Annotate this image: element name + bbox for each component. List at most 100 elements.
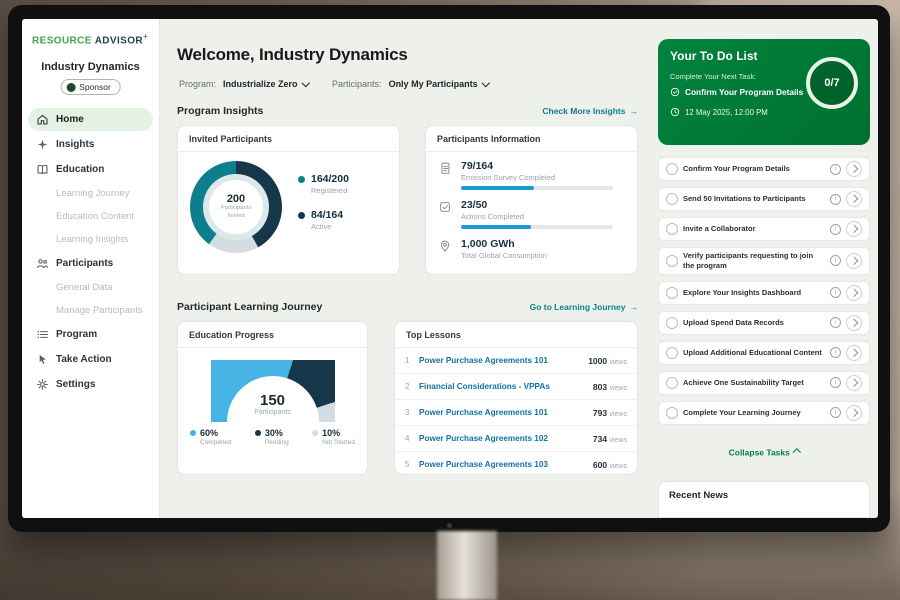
gear-icon — [36, 378, 49, 391]
chevron-right-icon[interactable] — [846, 344, 862, 361]
checkbox-icon[interactable] — [666, 163, 678, 175]
stat-actions-completed: 23/50 Actions Completed — [438, 199, 625, 229]
collapse-tasks-link[interactable]: Collapse Tasks — [658, 447, 870, 458]
legend-dot — [312, 430, 319, 436]
bezel-logo-dot — [447, 523, 452, 528]
check-square-icon — [438, 200, 453, 215]
lesson-link[interactable]: Financial Considerations - VPPAs — [419, 382, 550, 391]
checkbox-icon[interactable] — [666, 406, 678, 419]
chevron-right-icon[interactable] — [846, 314, 862, 331]
sidebar-item-program[interactable]: Program — [28, 323, 153, 346]
progress-bar — [461, 225, 613, 229]
chevron-right-icon[interactable] — [846, 161, 862, 177]
task-row[interactable]: Confirm Your Program Details i — [658, 157, 870, 181]
chevron-down-icon — [481, 79, 490, 87]
info-icon[interactable]: i — [830, 193, 841, 205]
checkbox-icon[interactable] — [666, 316, 678, 329]
legend-registered: 164/200 Registered — [298, 173, 349, 195]
lesson-link[interactable]: Power Purchase Agreements 101 — [419, 356, 548, 365]
checkbox-icon[interactable] — [666, 346, 678, 359]
sidebar-item-education-content[interactable]: Education Content — [56, 211, 135, 222]
section-title: Program Insights — [177, 105, 264, 117]
todo-task-list: Confirm Your Program Details i Send 50 I… — [658, 157, 870, 425]
chevron-right-icon[interactable] — [846, 191, 862, 207]
book-icon — [36, 163, 49, 176]
logo-advisor: ADVISOR — [94, 35, 144, 47]
program-filter-label: Program: — [179, 79, 217, 89]
sidebar-item-general-data[interactable]: General Data — [56, 282, 113, 293]
sidebar-item-participants[interactable]: Participants — [28, 252, 153, 275]
monitor-stand — [437, 531, 497, 600]
task-row[interactable]: Complete Your Learning Journey i — [658, 400, 870, 425]
lesson-link[interactable]: Power Purchase Agreements 102 — [419, 434, 548, 443]
lesson-row: 3 Power Purchase Agreements 101 793 view… — [395, 399, 637, 425]
info-icon[interactable]: i — [830, 163, 841, 175]
card-title: Participants Information — [426, 126, 637, 152]
checkbox-icon[interactable] — [666, 193, 678, 205]
location-pin-icon — [438, 239, 453, 254]
sidebar-item-label: Take Action — [56, 354, 112, 365]
chevron-right-icon[interactable] — [846, 374, 862, 391]
sidebar-item-home[interactable]: Home — [28, 108, 153, 131]
sidebar-item-learning-journey[interactable]: Learning Journey — [56, 188, 130, 199]
sponsor-badge: Sponsor — [60, 79, 121, 95]
sidebar-item-insights[interactable]: Insights — [28, 133, 153, 156]
program-select[interactable]: Industrialize Zero — [223, 79, 310, 89]
sidebar-item-label: Settings — [56, 379, 96, 390]
org-name: Industry Dynamics — [41, 61, 140, 73]
chevron-right-icon[interactable] — [846, 404, 862, 421]
task-row[interactable]: Achieve One Sustainability Target i — [658, 370, 870, 395]
lesson-row: 4 Power Purchase Agreements 102 734 view… — [395, 425, 637, 451]
dashboard-screen: RESOURCE ADVISOR+ Industry Dynamics Spon… — [22, 19, 878, 518]
sidebar-item-learning-insights[interactable]: Learning Insights — [56, 234, 129, 245]
lessons-list: 1 Power Purchase Agreements 101 1000 vie… — [395, 348, 637, 477]
go-to-learning-journey-link[interactable]: Go to Learning Journey → — [529, 302, 638, 312]
section-title: Participant Learning Journey — [177, 301, 323, 313]
sidebar-item-label: Participants — [56, 258, 114, 269]
task-row[interactable]: Invite a Collaborator i — [658, 217, 870, 241]
info-icon[interactable]: i — [830, 407, 841, 418]
legend-pending: 30% Pending — [254, 428, 289, 446]
chevron-right-icon[interactable] — [846, 284, 862, 301]
education-progress-card: Education Progress 150 Participants 60% … — [177, 321, 368, 475]
chevron-right-icon[interactable] — [846, 252, 862, 269]
chevron-up-icon — [792, 448, 801, 457]
recent-news-title: Recent News — [669, 490, 729, 501]
invited-participants-donut: 200 Participants Invited — [190, 161, 282, 253]
sidebar-item-label: Education — [56, 164, 105, 175]
sidebar-nav: Home Insights Education Learning Journey… — [22, 107, 159, 397]
task-row[interactable]: Upload Spend Data Records i — [658, 310, 870, 335]
checkbox-icon[interactable] — [666, 286, 678, 299]
stat-global-consumption: 1,000 GWh Total Global Consumption — [438, 238, 625, 260]
info-icon[interactable]: i — [830, 377, 841, 388]
card-title: Education Progress — [178, 322, 367, 348]
sidebar-item-manage-participants[interactable]: Manage Participants — [56, 305, 143, 316]
todo-progress-ring: 0/7 — [806, 57, 858, 109]
lesson-link[interactable]: Power Purchase Agreements 103 — [419, 460, 548, 469]
info-icon[interactable]: i — [830, 255, 841, 267]
checkbox-icon[interactable] — [666, 223, 678, 235]
card-title: Invited Participants — [178, 126, 399, 152]
program-insights-header: Program Insights Check More Insights → — [177, 105, 638, 117]
task-row[interactable]: Upload Additional Educational Content i — [658, 340, 870, 365]
check-more-insights-link[interactable]: Check More Insights → — [542, 106, 638, 116]
sidebar-item-settings[interactable]: Settings — [28, 373, 153, 396]
todo-next-task[interactable]: Confirm Your Program Details — [670, 87, 803, 97]
logo-resource: RESOURCE — [32, 35, 92, 47]
chevron-right-icon[interactable] — [846, 221, 862, 237]
checkbox-icon[interactable] — [666, 254, 678, 267]
task-row[interactable]: Verify participants requesting to join t… — [658, 247, 870, 275]
sidebar-item-take-action[interactable]: Take Action — [28, 348, 153, 371]
participants-select[interactable]: Only My Participants — [389, 79, 490, 89]
task-row[interactable]: Send 50 Invitations to Participants i — [658, 187, 870, 211]
task-row[interactable]: Explore Your Insights Dashboard i — [658, 280, 870, 305]
lesson-link[interactable]: Power Purchase Agreements 101 — [419, 408, 548, 417]
info-icon[interactable]: i — [830, 287, 841, 298]
card-title: Top Lessons — [395, 322, 637, 348]
info-icon[interactable]: i — [830, 347, 841, 358]
info-icon[interactable]: i — [830, 317, 841, 328]
sidebar-item-education[interactable]: Education — [28, 158, 153, 181]
sidebar-item-label: Program — [56, 329, 98, 340]
info-icon[interactable]: i — [830, 223, 841, 235]
checkbox-icon[interactable] — [666, 376, 678, 389]
